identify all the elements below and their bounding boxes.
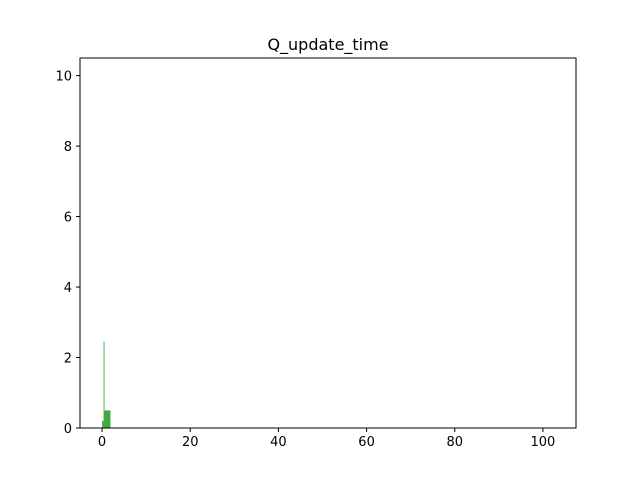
ticks-layer: 0 20 40 60 80 100 0 2 4 6 8 10	[55, 70, 555, 450]
y-tick-label-3: 6	[64, 211, 72, 226]
chart-title: Q_update_time	[267, 35, 388, 55]
y-tick-label-4: 8	[64, 140, 72, 155]
x-tick-label-1: 20	[182, 435, 199, 450]
y-tick-label-0: 0	[64, 422, 72, 437]
x-tick-label-0: 0	[98, 435, 106, 450]
histogram-bar-1	[103, 341, 105, 428]
x-tick-label-4: 80	[446, 435, 463, 450]
x-tick-label-3: 60	[358, 435, 375, 450]
plot-frame	[79, 57, 577, 429]
y-tick-label-1: 2	[64, 352, 72, 367]
histogram-bar-0	[102, 420, 104, 428]
y-tick-label-5: 10	[55, 70, 72, 85]
x-tick-label-5: 100	[531, 435, 556, 450]
histogram-bar-2	[104, 410, 111, 428]
y-tick-label-2: 4	[64, 281, 72, 296]
x-tick-label-2: 40	[270, 435, 287, 450]
bars-layer	[102, 341, 111, 428]
